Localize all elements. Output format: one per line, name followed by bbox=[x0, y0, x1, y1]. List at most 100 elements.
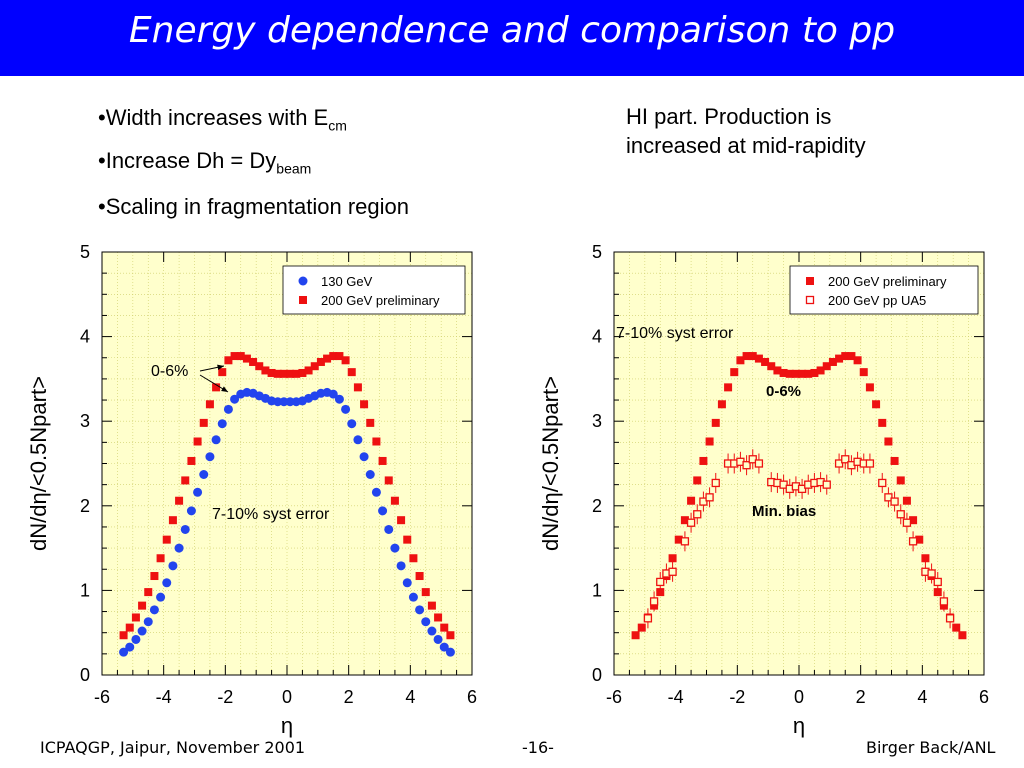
chart-1-point-0 bbox=[915, 535, 924, 544]
chart-0-point-1 bbox=[249, 357, 258, 366]
chart-0-point-0 bbox=[341, 404, 351, 414]
chart-0-point-0 bbox=[137, 626, 147, 636]
footer-left: ICPAQGP, Jaipur, November 2001 bbox=[40, 738, 306, 757]
chart-0-point-0 bbox=[285, 397, 295, 407]
chart-1-point-0 bbox=[872, 400, 881, 409]
chart-1-point-0 bbox=[804, 369, 813, 378]
chart-1-plot-area bbox=[614, 252, 984, 675]
chart-0-point-0 bbox=[427, 626, 437, 636]
chart-1-point-1 bbox=[878, 478, 887, 488]
chart-0-point-0 bbox=[131, 634, 141, 644]
chart-1-x-tick-label: -4 bbox=[668, 687, 684, 707]
chart-1-y-tick-label: 3 bbox=[592, 411, 602, 431]
chart-1-point-0 bbox=[841, 352, 850, 361]
chart-1-point-0 bbox=[902, 496, 911, 505]
chart-1-x-axis-label: η bbox=[793, 713, 805, 738]
chart-1-point-1 bbox=[927, 569, 936, 578]
chart-0-point-1 bbox=[236, 352, 245, 361]
chart-1-point-0 bbox=[631, 631, 640, 640]
chart-0-point-1 bbox=[162, 535, 171, 544]
chart-1-point-0 bbox=[909, 516, 918, 525]
chart-1-legend-box bbox=[789, 265, 979, 315]
chart-1-point-0 bbox=[859, 368, 868, 377]
chart-0-y-tick-label: 2 bbox=[80, 496, 90, 516]
chart-0-point-1 bbox=[366, 418, 375, 427]
chart-0-point-1 bbox=[310, 362, 319, 371]
chart-1-point-0 bbox=[711, 418, 720, 427]
footer-center: -16- bbox=[522, 738, 554, 757]
chart-1-point-0 bbox=[742, 352, 751, 361]
chart-1-point-0 bbox=[952, 623, 961, 632]
chart-1-point-1 bbox=[643, 614, 653, 623]
chart-1-point-0 bbox=[767, 362, 776, 371]
chart-1-point-1 bbox=[742, 461, 751, 470]
chart-0-point-1 bbox=[150, 572, 159, 581]
chart-1-point-1 bbox=[680, 537, 690, 546]
chart-1-point-0 bbox=[779, 368, 788, 377]
chart-0-point-0 bbox=[217, 419, 227, 429]
chart-1-point-1 bbox=[797, 484, 807, 494]
chart-0-point-0 bbox=[279, 397, 289, 407]
chart-1-annotation: 7-10% syst error bbox=[616, 325, 734, 342]
chart-0-point-1 bbox=[286, 369, 295, 378]
chart-0-point-0 bbox=[156, 592, 166, 602]
footer-right: Birger Back/ANL bbox=[866, 738, 996, 757]
chart-1-point-1 bbox=[908, 537, 918, 546]
chart-0-x-tick-label: 0 bbox=[282, 687, 292, 707]
chart-0-point-0 bbox=[421, 617, 431, 627]
chart-0-point-0 bbox=[390, 543, 400, 553]
chart-1-point-0 bbox=[724, 383, 733, 392]
chart-0-legend-label: 130 GeV bbox=[321, 274, 373, 289]
bullet-1: •Width increases with Ecm bbox=[98, 100, 409, 143]
chart-1-x-tick-label: 2 bbox=[856, 687, 866, 707]
chart-1-point-1 bbox=[705, 493, 714, 502]
chart-0-point-1 bbox=[446, 631, 455, 640]
slide-title: Energy dependence and comparison to pp bbox=[128, 10, 896, 51]
chart-0-point-1 bbox=[205, 400, 214, 409]
chart-1-y-axis-label: dN/dη/<0.5Npart> bbox=[538, 376, 563, 551]
right-chart: -6 -4 -2 0 2 4 6 0 1 2 3 4 5 η dN/dη/<0.5Npart> 200 GeV… bbox=[538, 242, 989, 738]
chart-1-point-1 bbox=[939, 597, 949, 606]
chart-1-point-0 bbox=[705, 437, 714, 446]
chart-1-y-tick-label: 4 bbox=[592, 327, 602, 347]
chart-1-point-1 bbox=[754, 459, 764, 468]
chart-1-point-0 bbox=[693, 476, 702, 485]
chart-1-point-0 bbox=[754, 354, 763, 363]
chart-0-point-1 bbox=[261, 366, 270, 375]
chart-0-point-1 bbox=[224, 356, 233, 365]
chart-0-y-tick-label: 0 bbox=[80, 665, 90, 685]
chart-1-point-1 bbox=[668, 567, 677, 576]
chart-1-point-1 bbox=[779, 480, 788, 489]
chart-0-point-1 bbox=[427, 601, 436, 610]
chart-0-point-1 bbox=[267, 368, 276, 377]
chart-1-point-0 bbox=[761, 357, 770, 366]
chart-0-point-1 bbox=[125, 623, 134, 632]
chart-0-point-1 bbox=[138, 601, 147, 610]
chart-1-y-tick-label: 0 bbox=[592, 665, 602, 685]
chart-1-x-tick-label: -6 bbox=[606, 687, 622, 707]
chart-0-point-0 bbox=[143, 617, 153, 627]
chart-0-point-1 bbox=[378, 456, 387, 465]
chart-0-point-1 bbox=[403, 535, 412, 544]
chart-0-annotation-arrowhead bbox=[221, 386, 228, 392]
chart-1-point-0 bbox=[878, 418, 887, 427]
chart-0-point-0 bbox=[353, 435, 363, 445]
chart-0-point-1 bbox=[390, 496, 399, 505]
chart-0-point-1 bbox=[409, 554, 418, 563]
chart-1-annotation: 0-6% bbox=[766, 383, 801, 400]
chart-1-point-0 bbox=[668, 554, 677, 563]
chart-0-point-0 bbox=[396, 561, 406, 571]
chart-1-x-tick-label: 4 bbox=[917, 687, 927, 707]
chart-0-x-tick-label: -6 bbox=[94, 687, 110, 707]
chart-0-point-1 bbox=[434, 613, 443, 622]
chart-1-point-0 bbox=[865, 383, 874, 392]
chart-1-point-0 bbox=[687, 496, 696, 505]
bullet-2-sub: beam bbox=[276, 160, 312, 177]
chart-1-legend-label: 200 GeV preliminary bbox=[828, 274, 947, 289]
chart-0-point-1 bbox=[279, 369, 288, 378]
chart-1-legend-marker bbox=[806, 277, 814, 285]
chart-0-annotation-arrowhead bbox=[217, 364, 224, 370]
chart-1-point-0 bbox=[674, 535, 683, 544]
side-note-line-2: increased at mid-rapidity bbox=[626, 133, 866, 158]
chart-1-point-0 bbox=[730, 368, 739, 377]
